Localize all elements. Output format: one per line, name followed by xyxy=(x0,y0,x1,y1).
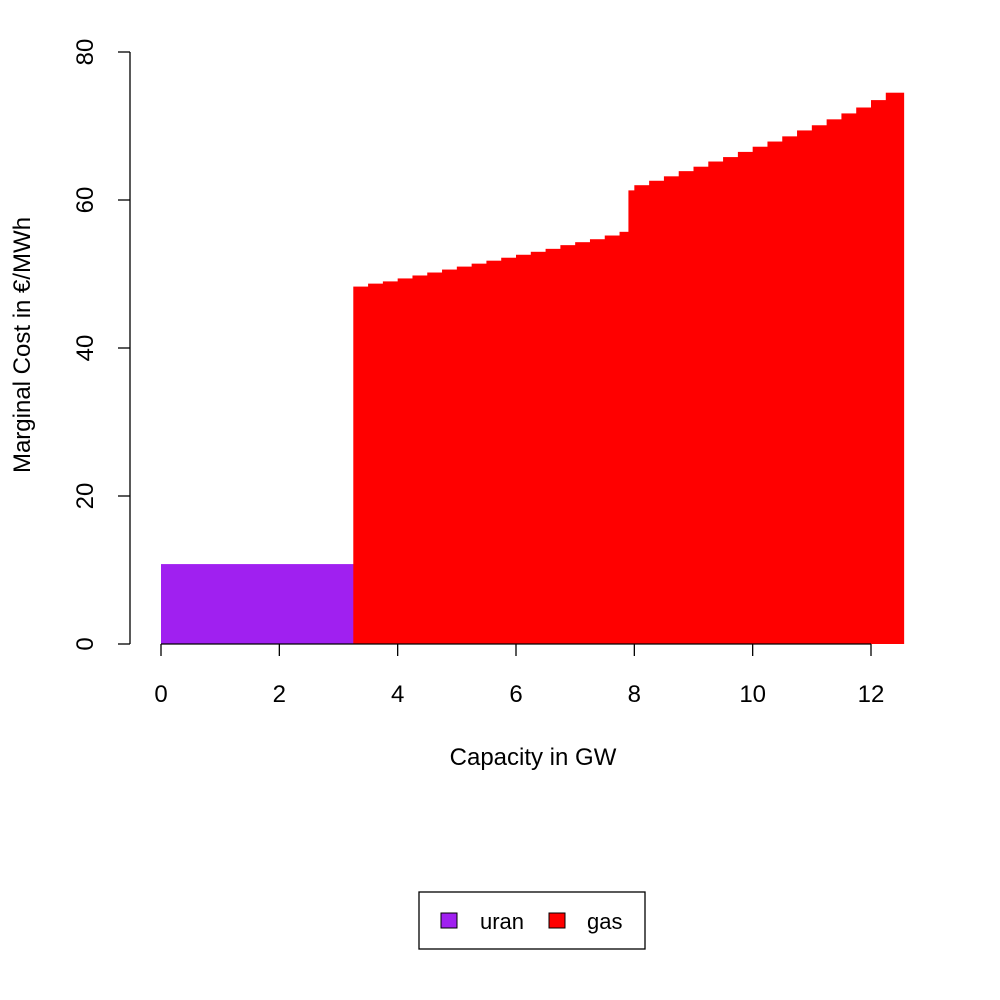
x-tick-label-12: 12 xyxy=(858,681,885,708)
gas-bar-8 xyxy=(471,263,488,644)
gas-bar-24 xyxy=(693,166,709,644)
gas-bar-20 xyxy=(634,185,650,644)
gas-bar-33 xyxy=(826,119,843,645)
gas-bar-36 xyxy=(871,100,887,645)
gas-bar-3 xyxy=(397,278,414,644)
y-axis-label: Marginal Cost in €/MWh xyxy=(9,217,36,473)
x-tick-label-10: 10 xyxy=(739,681,766,708)
y-tick-label-0: 0 xyxy=(72,637,99,650)
gas-bar-6 xyxy=(442,269,458,644)
gas-bar-13 xyxy=(545,248,561,644)
y-tick-label-80: 80 xyxy=(72,39,99,66)
gas-bar-17 xyxy=(604,235,621,644)
gas-bar-9 xyxy=(486,260,502,644)
legend-label-uran: uran xyxy=(480,909,524,934)
axes: 0 2 4 6 8 10 12 0 20 40 60 80 xyxy=(72,39,884,708)
gas-bar-7 xyxy=(456,266,473,644)
gas-bar-14 xyxy=(560,245,576,644)
legend-swatch-uran xyxy=(440,912,458,929)
x-axis-label: Capacity in GW xyxy=(450,744,617,771)
gas-bar-30 xyxy=(782,136,798,645)
gas-bar-32 xyxy=(811,125,828,644)
x-tick-label-0: 0 xyxy=(154,681,167,708)
gas-bar-28 xyxy=(752,146,769,644)
gas-bar-15 xyxy=(575,242,591,644)
gas-bar-29 xyxy=(767,141,783,645)
gas-bar-23 xyxy=(678,171,695,644)
gas-bar-25 xyxy=(708,161,724,644)
gas-bar-26 xyxy=(723,157,739,644)
gas-bar-34 xyxy=(841,113,857,645)
gas-bar-35 xyxy=(856,107,872,644)
gas-bar-18 xyxy=(619,231,630,644)
uran-bar-0 xyxy=(161,564,354,644)
x-tick-label-8: 8 xyxy=(628,681,641,708)
y-tick-label-40: 40 xyxy=(72,335,99,362)
gas-bar-22 xyxy=(663,176,680,644)
gas-bar-37 xyxy=(885,92,905,644)
gas-bar-0 xyxy=(353,286,369,644)
legend-swatch-gas xyxy=(548,912,566,929)
gas-bar-12 xyxy=(530,251,547,645)
legend-box xyxy=(418,891,646,950)
gas-bar-31 xyxy=(797,130,813,644)
x-tick-label-6: 6 xyxy=(509,681,522,708)
x-tick-label-2: 2 xyxy=(273,681,286,708)
gas-bar-2 xyxy=(382,281,399,644)
legend-label-gas: gas xyxy=(587,909,622,934)
gas-bar-11 xyxy=(516,254,532,644)
y-tick-label-20: 20 xyxy=(72,483,99,510)
gas-bar-21 xyxy=(649,180,665,644)
gas-bar-10 xyxy=(501,257,517,644)
y-tick-label-60: 60 xyxy=(72,187,99,214)
legend: uran gas xyxy=(418,891,646,950)
gas-bar-4 xyxy=(412,275,428,644)
plot-area xyxy=(161,92,905,645)
gas-bar-16 xyxy=(589,239,606,644)
gas-bar-5 xyxy=(427,272,443,644)
x-tick-label-4: 4 xyxy=(391,681,404,708)
gas-bar-19 xyxy=(628,190,635,644)
gas-bar-27 xyxy=(737,151,754,644)
gas-bar-1 xyxy=(368,283,384,644)
